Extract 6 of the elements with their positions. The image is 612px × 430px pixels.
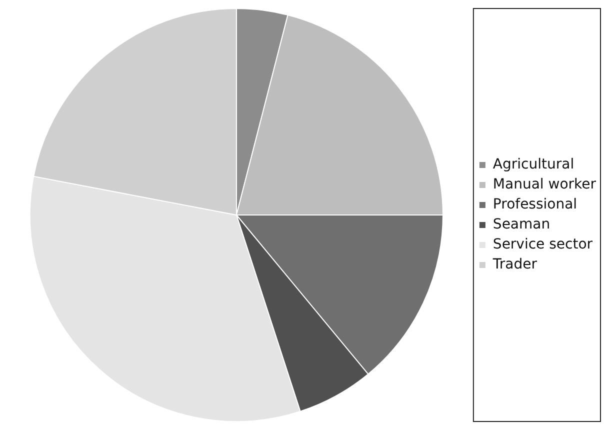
- legend-label: Professional: [492, 196, 578, 213]
- legend-label: Seaman: [492, 216, 550, 233]
- legend-label: Service sector: [492, 236, 593, 253]
- legend-label: Manual worker: [492, 176, 596, 193]
- legend-label: Trader: [492, 256, 538, 273]
- legend-label: Agricultural: [492, 156, 574, 173]
